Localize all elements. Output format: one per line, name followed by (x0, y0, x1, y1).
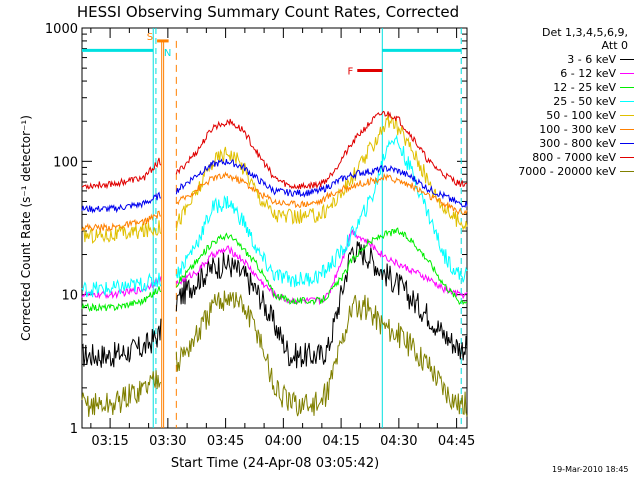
series-line (81, 158, 468, 214)
chart-title: HESSI Observing Summary Count Rates, Cor… (77, 3, 459, 21)
y-tick-label: 10 (61, 289, 78, 304)
y-tick-label: 100 (53, 155, 78, 170)
footer-timestamp: 19-Mar-2010 18:45 (552, 465, 629, 474)
series-line (81, 134, 468, 298)
legend-label: 7000 - 20000 keV (518, 164, 616, 178)
x-tick-label: 04:30 (380, 434, 417, 449)
legend-swatch (620, 100, 634, 102)
series-line (81, 227, 468, 312)
legend-label: 25 - 50 keV (553, 94, 616, 108)
series-layer (81, 110, 468, 417)
saa-label: S (147, 32, 153, 43)
legend-swatch (620, 170, 634, 172)
legend-label: 3 - 6 keV (567, 52, 616, 66)
y-axis-label: Corrected Count Rate (s⁻¹ detector⁻¹) (19, 115, 33, 341)
legend-swatch (620, 114, 634, 116)
x-tick-label: 04:15 (322, 434, 359, 449)
x-tick-label: 03:45 (207, 434, 244, 449)
legend-swatch (620, 86, 634, 88)
legend: Det 1,3,4,5,6,9, Att 0 3 - 6 keV 6 - 12 k… (482, 26, 634, 178)
legend-entry: 12 - 25 keV (482, 80, 634, 94)
legend-swatch (620, 128, 634, 130)
legend-entry: 50 - 100 keV (482, 108, 634, 122)
x-tick-label: 04:45 (438, 434, 475, 449)
legend-entry: 6 - 12 keV (482, 66, 634, 80)
x-tick-label: 03:15 (91, 434, 128, 449)
legend-entry: 25 - 50 keV (482, 94, 634, 108)
legend-label: 300 - 800 keV (539, 136, 616, 150)
legend-swatch (620, 58, 634, 60)
legend-rows: 3 - 6 keV 6 - 12 keV 12 - 25 keV 25 - 50 ke… (482, 52, 634, 178)
legend-entry: 3 - 6 keV (482, 52, 634, 66)
legend-entry: 100 - 300 keV (482, 122, 634, 136)
legend-swatch (620, 142, 634, 144)
x-axis-label: Start Time (24-Apr-08 03:05:42) (171, 456, 379, 471)
x-tick-label: 04:00 (265, 434, 302, 449)
y-tick-label: 1000 (45, 22, 78, 37)
legend-entry: 7000 - 20000 keV (482, 164, 634, 178)
legend-swatch (620, 156, 634, 158)
x-axis: 03:15 03:30 03:45 04:00 04:15 04:30 04:45 (90, 28, 475, 449)
legend-label: 50 - 100 keV (546, 108, 616, 122)
legend-label: 800 - 7000 keV (532, 150, 616, 164)
plot-frame (81, 27, 468, 429)
legend-label: 12 - 25 keV (553, 80, 616, 94)
x-tick-label: 03:30 (149, 434, 186, 449)
series-line (82, 110, 468, 190)
legend-header-line-2: Att 0 (601, 39, 628, 52)
legend-swatch (620, 72, 634, 74)
legend-header-line-1: Det 1,3,4,5,6,9, (541, 26, 628, 39)
legend-entry: 800 - 7000 keV (482, 150, 634, 164)
series-line (81, 241, 468, 369)
series-line (81, 171, 468, 233)
observing-markers: SN F (82, 28, 462, 428)
legend-label: 100 - 300 keV (539, 122, 616, 136)
series-line (81, 290, 468, 417)
y-axis: 1 10 100 1000 (45, 22, 467, 437)
legend-entry: 300 - 800 keV (482, 136, 634, 150)
y-tick-label: 1 (70, 422, 78, 437)
legend-label: 6 - 12 keV (560, 66, 616, 80)
flare-label: F (348, 67, 354, 78)
night-label: N (164, 48, 171, 59)
